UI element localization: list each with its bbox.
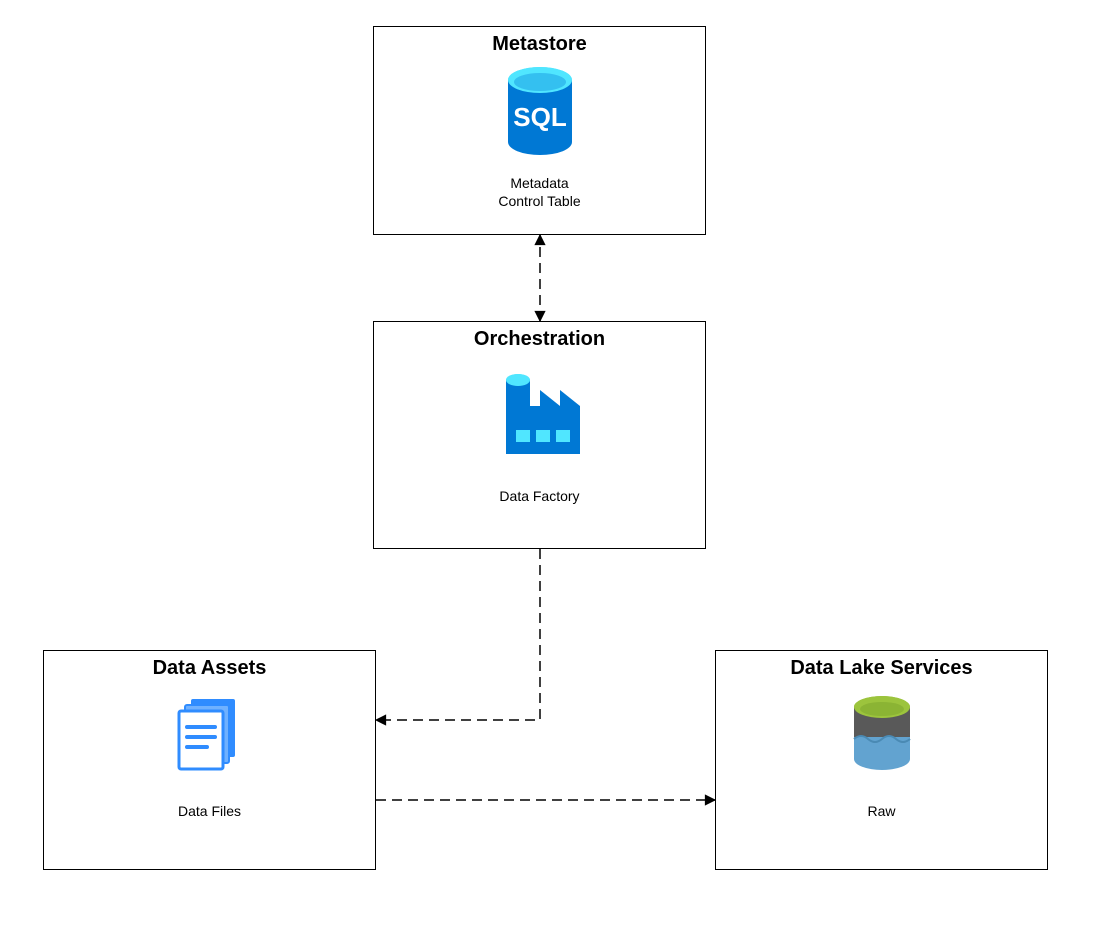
node-orchestration: Orchestration Data Factory xyxy=(373,321,706,549)
node-title: Orchestration xyxy=(474,328,605,351)
data-lake-icon xyxy=(847,688,917,788)
caption-line: Data Files xyxy=(178,802,241,820)
caption-line: Control Table xyxy=(498,192,580,210)
node-data-lake: Data Lake Services Raw xyxy=(715,650,1048,870)
sql-database-icon: SQL xyxy=(501,64,579,164)
data-files-icon xyxy=(165,688,255,788)
node-metastore: Metastore SQL Metadata Control Table xyxy=(373,26,706,235)
node-caption: Raw xyxy=(867,802,895,820)
node-data-assets: Data Assets Data Files xyxy=(43,650,376,870)
node-title: Metastore xyxy=(492,33,586,56)
caption-line: Metadata xyxy=(498,174,580,192)
data-factory-icon xyxy=(490,359,590,469)
node-caption: Metadata Control Table xyxy=(498,174,580,210)
svg-text:SQL: SQL xyxy=(513,102,567,132)
caption-line: Data Factory xyxy=(499,487,579,505)
caption-line: Raw xyxy=(867,802,895,820)
node-caption: Data Files xyxy=(178,802,241,820)
node-caption: Data Factory xyxy=(499,487,579,505)
node-title: Data Assets xyxy=(153,657,267,680)
node-title: Data Lake Services xyxy=(790,657,972,680)
